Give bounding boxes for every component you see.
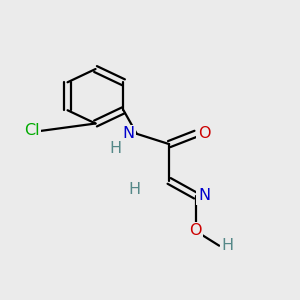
Text: O: O (198, 126, 211, 141)
Text: O: O (189, 224, 202, 238)
Text: N: N (198, 188, 210, 203)
Text: H: H (221, 238, 234, 253)
Text: H: H (128, 182, 140, 197)
Text: H: H (109, 141, 121, 156)
Text: Cl: Cl (24, 123, 39, 138)
Text: N: N (122, 126, 134, 141)
